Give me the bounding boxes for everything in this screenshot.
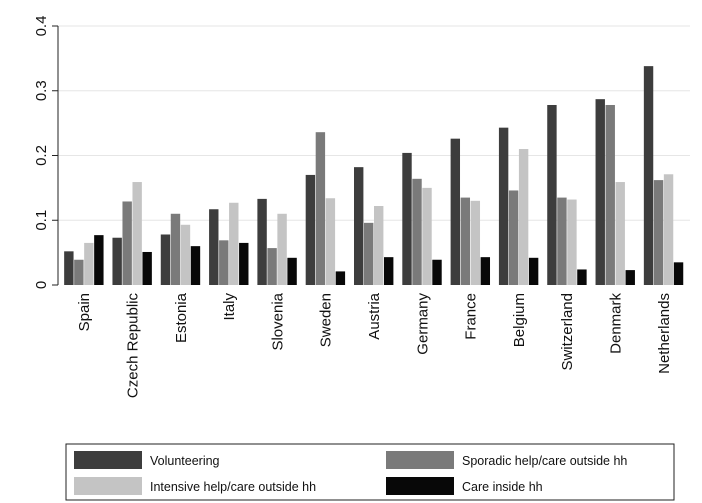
bar <box>567 199 577 285</box>
bar <box>374 206 384 285</box>
legend-label: Sporadic help/care outside hh <box>462 454 627 468</box>
y-axis: 0 0.1 0.2 0.3 0.4 <box>33 16 59 289</box>
legend-frame <box>65 443 675 501</box>
bar <box>209 209 219 285</box>
bar <box>180 224 191 285</box>
legend-label: Intensive help/care outside hh <box>150 480 316 494</box>
bar <box>653 180 664 285</box>
bar <box>422 187 432 285</box>
x-category-label: Netherlands <box>656 293 673 374</box>
bar <box>160 234 171 285</box>
bar <box>605 104 615 286</box>
bar <box>112 237 122 285</box>
bar <box>450 138 461 285</box>
bar <box>577 269 587 285</box>
bar <box>460 197 471 285</box>
bar <box>229 202 239 285</box>
bar <box>84 242 94 285</box>
legend-swatch <box>74 477 142 495</box>
x-category-label: Sweden <box>318 293 335 347</box>
legend-swatch <box>386 477 454 495</box>
y-tick-label: 0.4 <box>33 16 50 37</box>
legend-label: Care inside hh <box>462 480 543 494</box>
bar <box>673 262 684 285</box>
x-category-label: Estonia <box>173 292 190 343</box>
y-tick-label: 0.1 <box>33 210 50 231</box>
x-category-label: Slovenia <box>269 292 286 350</box>
bar <box>508 190 519 285</box>
bar <box>498 127 509 285</box>
legend-label: Volunteering <box>150 454 220 468</box>
bar <box>122 201 132 285</box>
bar <box>94 235 104 285</box>
y-tick-label: 0.2 <box>33 145 50 166</box>
bar <box>277 213 287 285</box>
bar <box>402 152 412 285</box>
x-category-label: Switzerland <box>559 293 576 371</box>
bar <box>170 213 181 285</box>
gridlines <box>58 25 690 221</box>
x-category-label: Denmark <box>608 293 625 354</box>
bar <box>335 271 346 285</box>
bar <box>547 104 557 286</box>
bar <box>528 257 539 285</box>
legend-swatch <box>74 451 142 469</box>
x-category-label: Italy <box>221 293 238 321</box>
bar <box>325 198 336 285</box>
bar <box>305 174 316 285</box>
x-category-label: Czech Republic <box>124 293 141 399</box>
x-category-label: France <box>463 293 480 340</box>
bar <box>287 257 297 285</box>
bar <box>74 259 84 285</box>
bar <box>239 242 249 285</box>
bar <box>64 251 74 285</box>
bars <box>64 66 684 286</box>
y-tick-label: 0.3 <box>33 80 50 101</box>
bar <box>354 167 364 285</box>
x-category-label: Spain <box>76 293 93 331</box>
x-category-label: Belgium <box>511 293 528 347</box>
bar <box>432 259 442 285</box>
bar <box>470 200 481 285</box>
bar <box>257 198 267 285</box>
bar <box>480 257 491 285</box>
bar <box>142 251 152 285</box>
bar <box>412 178 422 285</box>
bar <box>132 182 142 285</box>
bar <box>663 174 674 285</box>
bar <box>219 240 229 285</box>
x-category-label: Germany <box>414 293 431 355</box>
legend: Volunteering Sporadic help/care outside h… <box>65 443 675 501</box>
x-category-label: Austria <box>366 292 383 339</box>
bar <box>364 222 374 285</box>
bar <box>557 197 567 285</box>
bar <box>518 149 529 285</box>
bar <box>615 182 625 285</box>
bar <box>625 270 635 285</box>
bar <box>595 99 605 285</box>
bar <box>643 66 654 286</box>
legend-swatch <box>386 451 454 469</box>
y-tick-label: 0 <box>33 281 50 289</box>
x-axis-labels: Spain Czech Republic Estonia Italy Slovenia S… <box>76 292 673 398</box>
bar <box>384 257 394 285</box>
bar <box>315 132 326 285</box>
bar <box>267 248 277 285</box>
bar <box>190 246 201 285</box>
